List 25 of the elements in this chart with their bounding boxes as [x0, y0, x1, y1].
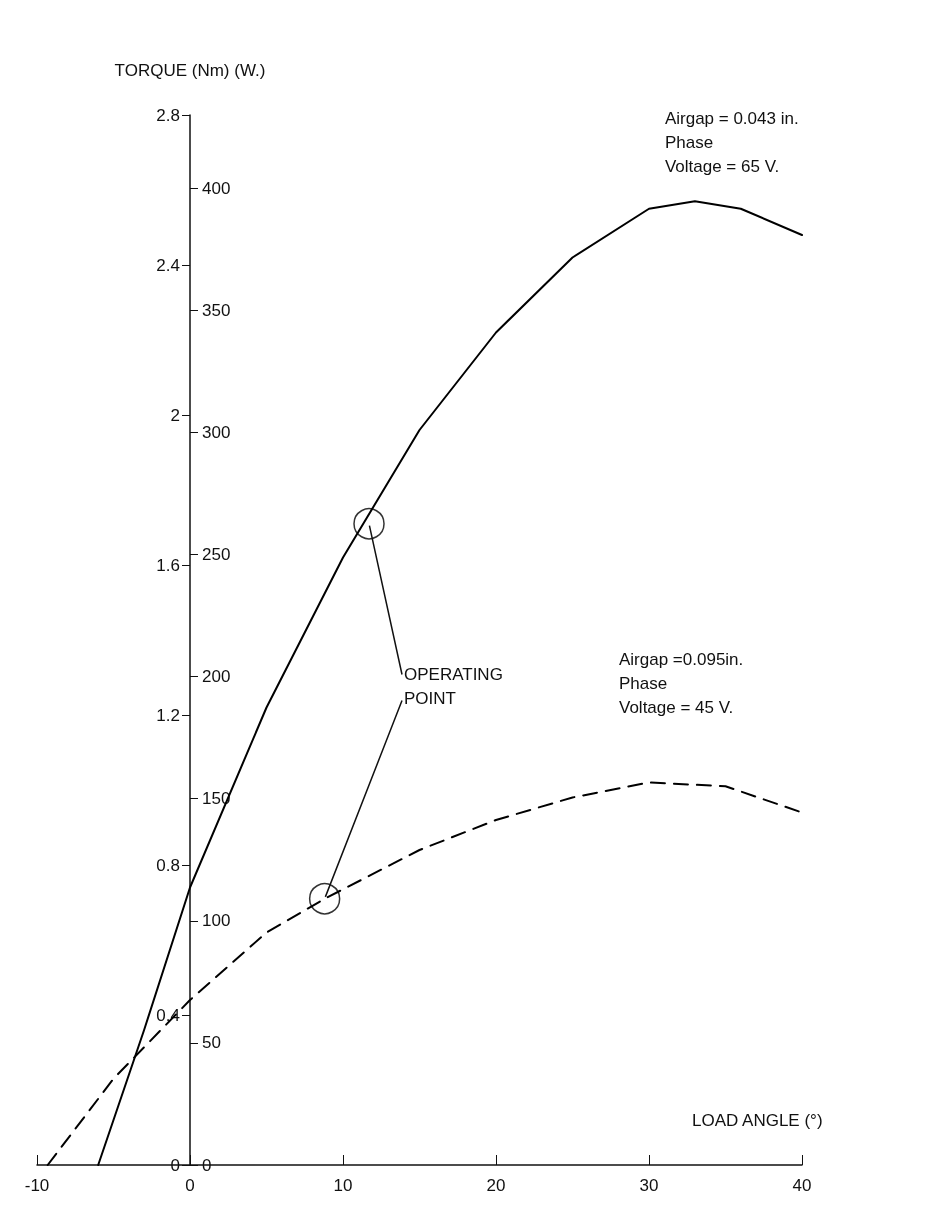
x-tick-label: 30: [639, 1176, 659, 1195]
y-tick-label: 2: [170, 405, 180, 425]
y2-tick-label: 400: [202, 178, 231, 198]
x-axis-title: LOAD ANGLE (°): [692, 1110, 823, 1130]
y-tick-label: 1.6: [156, 555, 180, 575]
annotation: Airgap = 0.043 in. Phase Voltage = 65 V.: [664, 108, 799, 176]
x-tick-label: -10: [24, 1176, 50, 1195]
y2-tick-label: 250: [202, 545, 231, 565]
x-tick-label: 20: [486, 1176, 506, 1195]
x-tick-label: 40: [792, 1176, 812, 1195]
annotation: OPERATING POINT: [404, 665, 503, 708]
y-tick-label: 2.4: [156, 255, 180, 275]
y2-tick-label: 50: [202, 1033, 221, 1053]
y2-tick-label: 350: [202, 300, 231, 320]
y-tick-label: 2.8: [156, 105, 180, 125]
y-tick-label: 0.4: [156, 1005, 180, 1025]
y-tick-label: 1.2: [156, 705, 180, 725]
y2-tick-label: 200: [202, 667, 231, 687]
y-tick-label: 0.8: [156, 855, 180, 875]
y-axis-title: TORQUE (Nm) (W.): [114, 60, 266, 80]
y2-tick-label: 300: [202, 422, 231, 442]
x-tick-label: 0: [185, 1176, 195, 1195]
y2-tick-label: 100: [202, 911, 231, 931]
annotation: Airgap =0.095in. Phase Voltage = 45 V.: [619, 650, 744, 717]
x-tick-label: 10: [333, 1176, 353, 1195]
